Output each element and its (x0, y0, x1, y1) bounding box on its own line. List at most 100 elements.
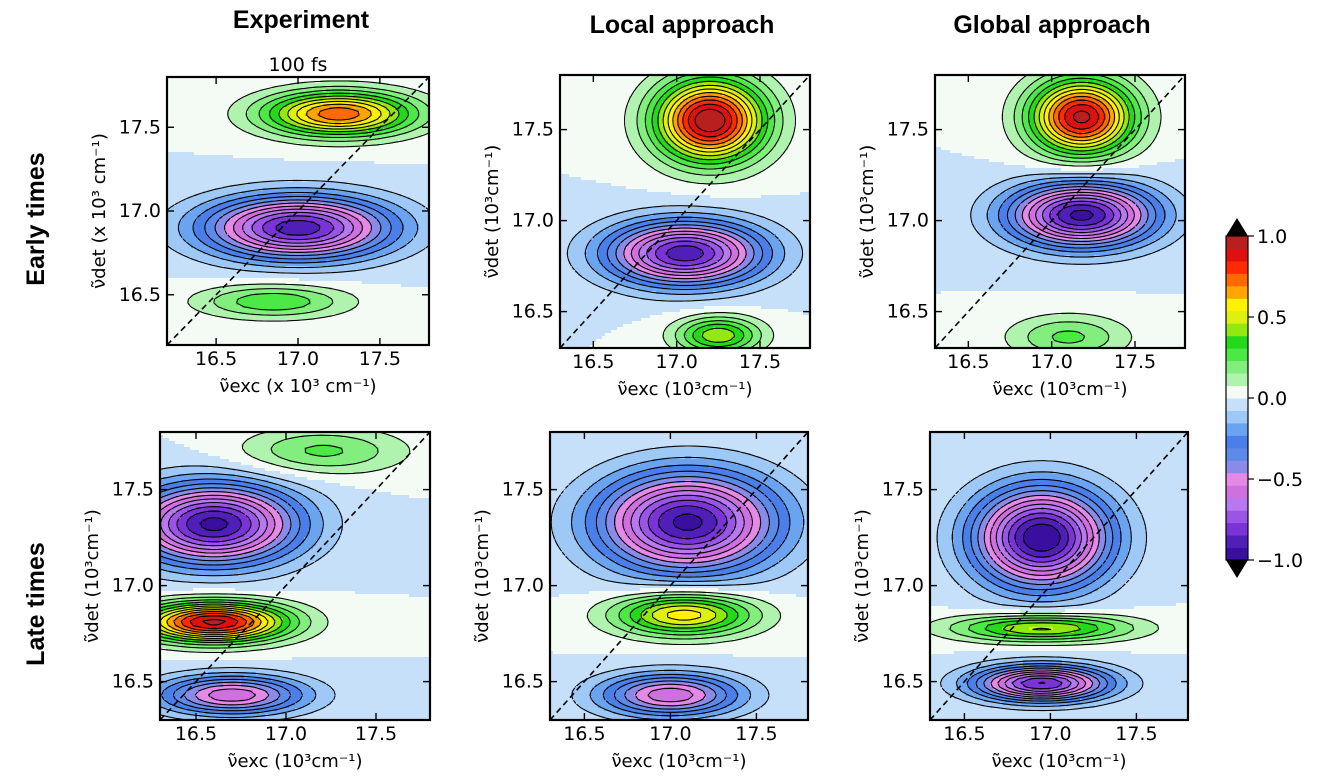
contour-cell (329, 119, 333, 123)
contour-cell (278, 80, 282, 84)
contour-cell (203, 77, 207, 81)
contour-cell (188, 236, 192, 240)
contour-cell (248, 95, 252, 99)
contour-cell (215, 125, 219, 129)
contour-cell (278, 203, 282, 207)
contour-cell (212, 227, 216, 231)
contour-cell (281, 101, 285, 105)
contour-cell (170, 176, 174, 180)
contour-cell (242, 143, 246, 147)
contour-cell (257, 197, 261, 201)
contour-cell (257, 164, 261, 168)
contour-cell (200, 86, 204, 90)
contour-cell (242, 227, 246, 231)
contour-cell (347, 119, 351, 123)
contour-cell (320, 245, 324, 249)
contour-cell (242, 92, 246, 96)
contour-cell (299, 182, 303, 186)
contour-cell (344, 221, 348, 225)
contour-cell (200, 230, 204, 234)
contour-cell (203, 164, 207, 168)
contour-cell (236, 137, 240, 141)
contour-cell (227, 101, 231, 105)
contour-cell (338, 221, 342, 225)
contour-cell (404, 227, 408, 231)
contour-cell (359, 137, 363, 141)
contour-cell (212, 161, 216, 165)
contour-cell (218, 95, 222, 99)
contour-cell (299, 173, 303, 177)
contour-cell (251, 242, 255, 246)
contour-cell (290, 140, 294, 144)
contour-cell (419, 194, 423, 198)
contour-cell (365, 188, 369, 192)
contour-cell (383, 122, 387, 126)
contour-cell (254, 89, 258, 93)
contour-cell (392, 221, 396, 225)
contour-cell (386, 188, 390, 192)
contour-cell (236, 182, 240, 186)
contour-cell (419, 119, 423, 123)
contour-cell (182, 140, 186, 144)
contour-cell (290, 215, 294, 219)
contour-cell (425, 182, 429, 186)
contour-cell (293, 197, 297, 201)
contour-cell (374, 152, 378, 156)
contour-cell (380, 233, 384, 237)
contour-cell (230, 146, 234, 150)
contour-cell (278, 161, 282, 165)
contour-cell (332, 110, 336, 114)
contour-cell (188, 104, 192, 108)
contour-cell (419, 137, 423, 141)
contour-cell (401, 83, 405, 87)
contour-cell (218, 104, 222, 108)
contour-cell (401, 236, 405, 240)
contour-cell (182, 125, 186, 129)
contour-cell (182, 245, 186, 249)
contour-cell (206, 77, 210, 81)
contour-cell (299, 242, 303, 246)
contour-cell (287, 140, 291, 144)
contour-cell (275, 128, 279, 132)
contour-cell (272, 86, 276, 90)
contour-cell (368, 92, 372, 96)
contour-cell (407, 89, 411, 93)
contour-cell (254, 200, 258, 204)
contour-cell (335, 149, 339, 153)
contour-cell (191, 230, 195, 234)
contour-cell (266, 125, 270, 129)
contour-cell (380, 158, 384, 162)
contour-cell (236, 89, 240, 93)
contour-cell (206, 134, 210, 138)
contour-cell (302, 134, 306, 138)
contour-cell (197, 200, 201, 204)
contour-cell (206, 221, 210, 225)
contour-cell (422, 167, 426, 171)
contour-cell (257, 191, 261, 195)
contour-cell (182, 89, 186, 93)
contour-cell (308, 227, 312, 231)
contour-cell (179, 164, 183, 168)
contour-cell (215, 224, 219, 228)
contour-cell (350, 113, 354, 117)
contour-cell (245, 155, 249, 159)
contour-cell (254, 137, 258, 141)
contour-cell (293, 224, 297, 228)
contour-cell (167, 212, 171, 216)
contour-cell (398, 230, 402, 234)
contour-cell (191, 122, 195, 126)
contour-cell (290, 116, 294, 120)
contour-cell (422, 224, 426, 228)
contour-cell (233, 134, 237, 138)
contour-cell (407, 143, 411, 147)
contour-cell (281, 83, 285, 87)
contour-cell (293, 209, 297, 213)
contour-cell (383, 191, 387, 195)
contour-cell (251, 197, 255, 201)
contour-cell (233, 92, 237, 96)
contour-cell (278, 209, 282, 213)
contour-cell (317, 161, 321, 165)
contour-cell (233, 143, 237, 147)
contour-cell (425, 89, 429, 93)
contour-cell (293, 173, 297, 177)
